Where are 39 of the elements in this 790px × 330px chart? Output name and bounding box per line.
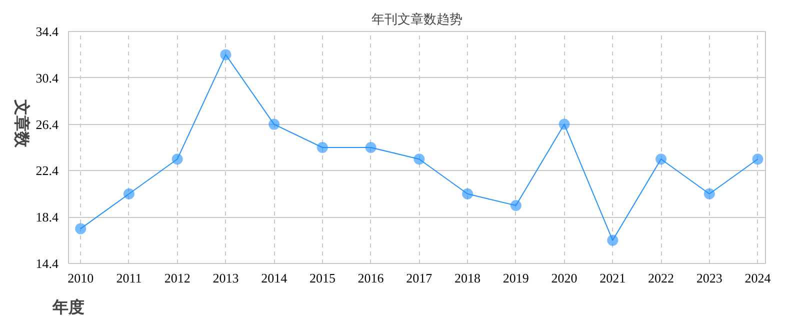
point bbox=[510, 200, 522, 211]
x-tick-label: 2017 bbox=[406, 270, 433, 286]
point bbox=[462, 188, 474, 200]
x-tick-label: 2013 bbox=[212, 270, 239, 286]
point bbox=[752, 154, 764, 165]
x-tick-label: 2010 bbox=[68, 270, 94, 286]
point bbox=[123, 188, 134, 200]
point bbox=[316, 142, 328, 153]
x-tick-label: 2016 bbox=[358, 270, 384, 286]
y-axis-title: 文章数 bbox=[12, 98, 30, 148]
x-tick-label: 2019 bbox=[502, 270, 529, 286]
chart-title: 年刊文章数趋势 bbox=[372, 12, 462, 26]
x-tick-label: 2018 bbox=[454, 270, 481, 286]
x-tick-label: 2011 bbox=[116, 270, 142, 286]
x-tick-label: 2015 bbox=[309, 270, 336, 286]
y-tick-label: 14.4 bbox=[36, 256, 59, 271]
point bbox=[75, 223, 86, 234]
x-axis-title: 年度 bbox=[52, 298, 84, 316]
y-tick-label: 22.4 bbox=[36, 163, 59, 178]
point bbox=[414, 154, 425, 165]
y-tick-label: 26.4 bbox=[36, 116, 59, 132]
x-tick-label: 2014 bbox=[261, 270, 288, 286]
point bbox=[656, 154, 667, 165]
point bbox=[558, 118, 570, 130]
x-tick-label: 2024 bbox=[744, 270, 772, 286]
y-tick-label: 18.4 bbox=[36, 210, 59, 225]
x-tick-label: 2021 bbox=[600, 270, 626, 286]
y-tick-label: 34.4 bbox=[36, 24, 59, 39]
x-tick-label: 2023 bbox=[696, 270, 722, 286]
x-tick-label: 2022 bbox=[648, 270, 674, 286]
point bbox=[607, 234, 618, 246]
point bbox=[172, 154, 183, 165]
point bbox=[365, 142, 376, 153]
x-tick-label: 2012 bbox=[164, 270, 190, 286]
point bbox=[268, 118, 280, 130]
y-tick-label: 30.4 bbox=[36, 70, 59, 86]
point bbox=[220, 49, 232, 60]
point bbox=[704, 188, 715, 200]
x-tick-label: 2020 bbox=[551, 270, 578, 286]
